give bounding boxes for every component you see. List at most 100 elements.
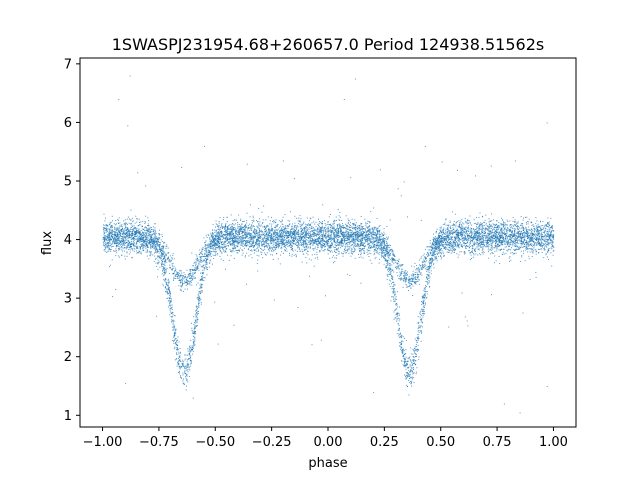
data-point <box>193 342 195 344</box>
data-point <box>168 297 170 299</box>
data-point <box>507 241 509 243</box>
data-point <box>269 247 271 249</box>
data-point <box>445 224 447 226</box>
data-point <box>264 229 266 230</box>
data-point <box>121 224 123 226</box>
data-point <box>434 250 436 251</box>
data-point <box>533 238 535 240</box>
data-point <box>147 240 149 242</box>
data-point <box>165 260 167 262</box>
data-point <box>171 306 173 308</box>
data-point <box>255 243 256 245</box>
data-point <box>191 269 193 270</box>
data-point <box>536 228 538 230</box>
data-point <box>275 239 277 240</box>
data-point <box>421 318 423 320</box>
data-point <box>131 243 132 245</box>
data-point <box>492 219 494 221</box>
data-point <box>271 228 273 230</box>
data-point <box>280 229 282 231</box>
data-point <box>199 264 201 266</box>
data-point <box>522 219 524 221</box>
data-point <box>502 241 504 243</box>
data-point <box>460 245 462 247</box>
data-point <box>139 246 141 248</box>
data-point <box>125 228 127 230</box>
data-point <box>176 344 178 346</box>
data-point <box>499 227 501 228</box>
data-point <box>431 255 433 256</box>
data-point <box>153 252 155 254</box>
data-point <box>410 353 412 355</box>
data-point <box>223 247 225 248</box>
data-point <box>432 243 434 244</box>
data-point <box>123 242 125 244</box>
data-point <box>481 249 483 251</box>
data-point <box>381 255 383 257</box>
data-point <box>277 245 279 247</box>
data-point <box>132 238 134 240</box>
data-point <box>179 276 181 278</box>
data-point <box>536 232 538 234</box>
data-point <box>548 234 550 236</box>
data-point <box>456 253 458 255</box>
data-point <box>490 249 491 251</box>
data-point <box>426 270 428 272</box>
data-point <box>516 227 518 229</box>
data-point <box>489 240 490 242</box>
data-point <box>147 237 149 239</box>
data-point <box>540 228 542 230</box>
data-point <box>353 239 355 241</box>
data-point <box>424 288 426 290</box>
data-point <box>282 236 284 237</box>
data-point <box>165 279 167 281</box>
data-point <box>262 243 264 245</box>
data-point <box>329 226 331 228</box>
data-point <box>130 228 131 230</box>
data-point <box>192 333 194 335</box>
data-point <box>283 231 285 233</box>
data-point <box>160 239 162 241</box>
data-point <box>527 248 529 250</box>
data-point <box>328 216 330 218</box>
data-point <box>194 333 196 335</box>
data-point <box>212 239 214 241</box>
data-point <box>453 224 455 225</box>
data-point <box>221 227 223 229</box>
data-point <box>420 325 422 327</box>
data-point <box>281 246 283 248</box>
data-point <box>496 240 498 242</box>
data-point <box>183 272 185 274</box>
data-point <box>458 243 460 245</box>
data-point <box>318 238 320 240</box>
data-point <box>319 242 321 244</box>
data-point <box>150 241 152 242</box>
data-point <box>437 244 439 246</box>
data-point <box>431 247 433 249</box>
data-point <box>394 284 396 286</box>
data-point <box>478 253 480 255</box>
data-point <box>105 231 107 233</box>
data-point <box>154 241 156 243</box>
data-point <box>223 231 225 233</box>
data-point <box>223 216 225 218</box>
data-point <box>457 235 459 237</box>
data-point <box>405 276 407 278</box>
data-point <box>119 241 121 242</box>
data-point <box>482 250 484 252</box>
data-point <box>348 234 350 236</box>
data-point <box>295 229 297 231</box>
data-point <box>515 238 517 240</box>
data-point <box>300 234 302 236</box>
data-point <box>240 228 242 230</box>
data-point <box>397 313 398 315</box>
data-point <box>156 246 158 248</box>
data-point <box>289 211 291 213</box>
data-point <box>547 236 549 238</box>
data-point <box>261 234 263 235</box>
data-point <box>326 243 328 244</box>
data-point <box>547 244 549 246</box>
data-point <box>261 248 262 250</box>
data-point <box>112 231 114 233</box>
data-point <box>109 234 111 236</box>
